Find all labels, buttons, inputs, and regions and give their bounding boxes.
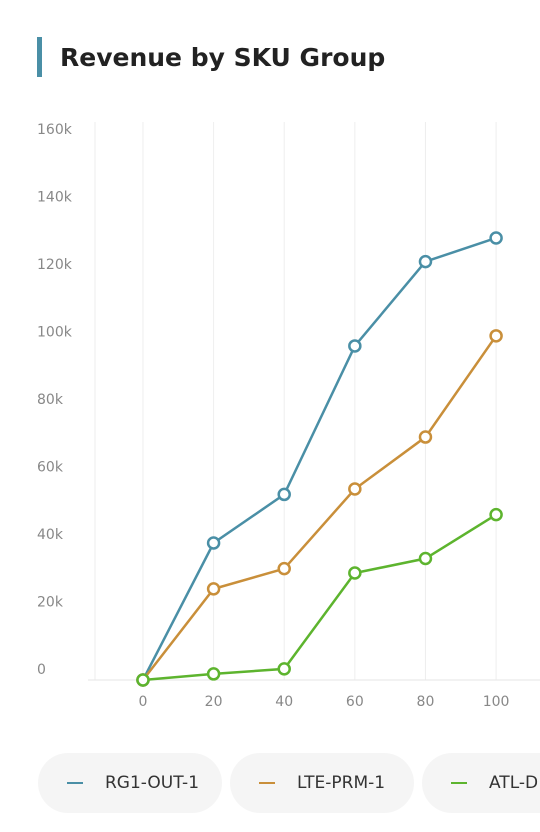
point — [206, 582, 221, 596]
legend-pill — [230, 753, 414, 813]
legend-pill — [422, 753, 540, 813]
title-accent — [37, 37, 42, 77]
point — [489, 231, 503, 245]
point — [348, 339, 362, 353]
point — [489, 507, 503, 522]
point — [418, 430, 433, 444]
chart-title: Revenue by SKU Group — [60, 43, 385, 72]
point — [136, 673, 150, 687]
y-tick-label: 100k — [37, 324, 73, 340]
legend-item[interactable]: LTE-PRM-1 — [230, 753, 414, 813]
x-tick-label: 40 — [275, 694, 293, 710]
point — [206, 667, 221, 681]
x-tick-label: 60 — [346, 694, 364, 710]
line — [142, 513, 497, 682]
x-tick-label: 80 — [417, 694, 435, 710]
y-tick-label: 120k — [37, 257, 73, 273]
legend-item[interactable]: ATL-D — [422, 753, 540, 813]
point — [348, 566, 362, 580]
y-tick-label: 160k — [37, 122, 73, 138]
legend-label: LTE-PRM-1 — [297, 773, 385, 793]
y-tick-label: 60k — [37, 459, 64, 475]
legend-label: ATL-D — [489, 773, 538, 793]
x-tick-label: 20 — [205, 694, 223, 710]
legend-label: RG1-OUT-1 — [105, 773, 199, 793]
x-tick-label: 0 — [139, 694, 148, 710]
point — [277, 561, 291, 576]
line — [141, 236, 497, 681]
legend-pill — [38, 753, 222, 813]
y-tick-label: 140k — [37, 189, 73, 205]
point — [418, 551, 433, 566]
point — [489, 329, 503, 343]
point — [277, 487, 291, 502]
point — [348, 482, 362, 496]
point — [418, 254, 433, 269]
point — [206, 536, 221, 550]
y-tick-label: 20k — [37, 594, 64, 610]
y-tick-label: 40k — [37, 527, 64, 543]
x-tick-label: 100 — [483, 694, 510, 710]
y-tick-label: 0 — [37, 662, 46, 678]
line — [141, 335, 498, 681]
point — [277, 662, 291, 676]
legend-item[interactable]: RG1-OUT-1 — [38, 753, 222, 813]
y-tick-label: 80k — [37, 392, 64, 408]
